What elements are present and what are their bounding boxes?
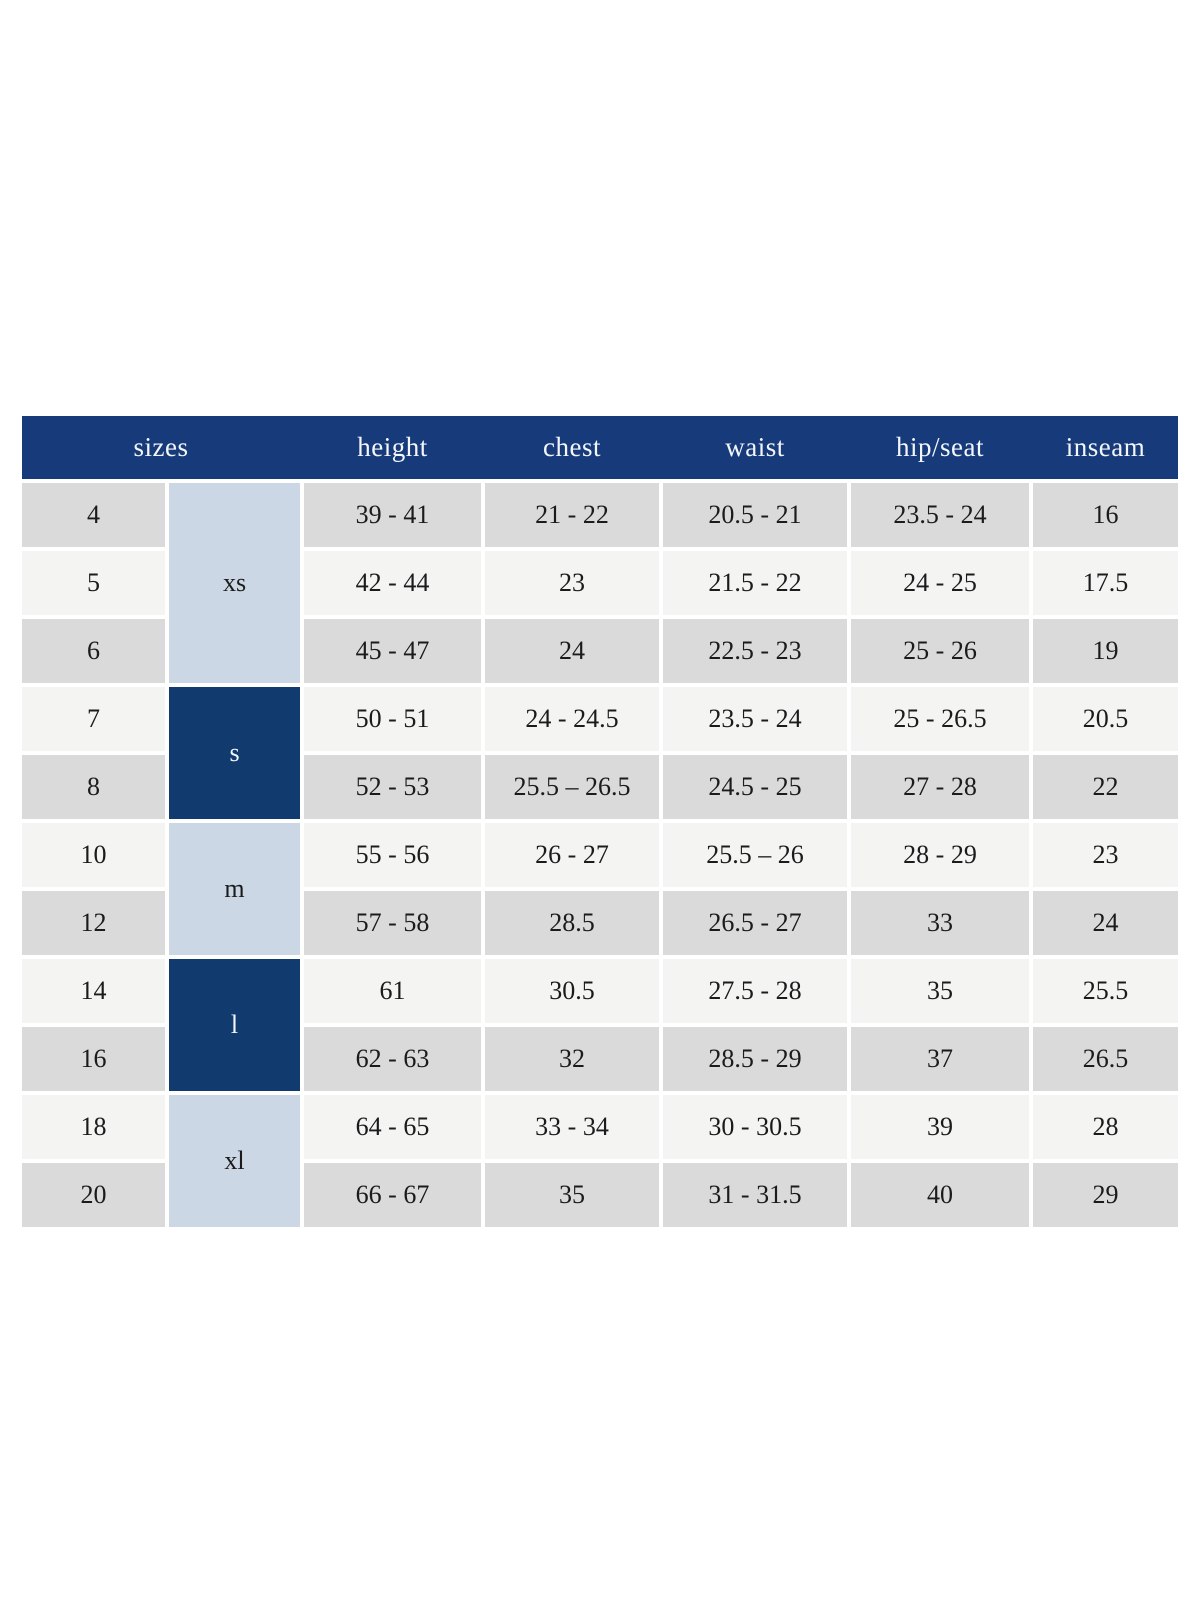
size-cell: 10 <box>22 823 165 887</box>
waist-cell: 24.5 - 25 <box>663 755 847 819</box>
height-cell: 57 - 58 <box>304 891 481 955</box>
size-cell: 4 <box>22 483 165 547</box>
inseam-cell: 23 <box>1033 823 1178 887</box>
inseam-cell: 16 <box>1033 483 1178 547</box>
header-cell-waist: waist <box>725 432 785 462</box>
hip-seat-cell: 37 <box>851 1027 1029 1091</box>
size-chart-table: sizes height chest waist hip/seat inseam… <box>22 416 1178 1227</box>
chest-cell: 24 - 24.5 <box>485 687 659 751</box>
chest-cell: 32 <box>485 1027 659 1091</box>
hip-seat-cell: 40 <box>851 1163 1029 1227</box>
waist-cell: 31 - 31.5 <box>663 1163 847 1227</box>
chest-cell: 35 <box>485 1163 659 1227</box>
inseam-cell: 17.5 <box>1033 551 1178 615</box>
height-cell: 61 <box>304 959 481 1023</box>
waist-cell: 20.5 - 21 <box>663 483 847 547</box>
header-cell-chest: chest <box>543 432 601 462</box>
header-cell-inseam: inseam <box>1065 432 1146 462</box>
table-body: 4 39 - 41 21 - 22 20.5 - 21 23.5 - 24 16 5 42 -… <box>22 483 1178 1227</box>
inseam-cell: 29 <box>1033 1163 1178 1227</box>
inseam-cell: 25.5 <box>1033 959 1178 1023</box>
inseam-cell: 28 <box>1033 1095 1178 1159</box>
height-cell: 45 - 47 <box>304 619 481 683</box>
size-cell: 12 <box>22 891 165 955</box>
size-group-cell-s: s <box>169 687 300 819</box>
waist-cell: 25.5 – 26 <box>663 823 847 887</box>
height-cell: 66 - 67 <box>304 1163 481 1227</box>
size-cell: 8 <box>22 755 165 819</box>
chest-cell: 28.5 <box>485 891 659 955</box>
height-cell: 52 - 53 <box>304 755 481 819</box>
chest-cell: 25.5 – 26.5 <box>485 755 659 819</box>
size-cell: 5 <box>22 551 165 615</box>
hip-seat-cell: 28 - 29 <box>851 823 1029 887</box>
inseam-cell: 20.5 <box>1033 687 1178 751</box>
size-cell: 7 <box>22 687 165 751</box>
chest-cell: 21 - 22 <box>485 483 659 547</box>
size-group-cell-xs: xs <box>169 483 300 683</box>
chest-cell: 26 - 27 <box>485 823 659 887</box>
height-cell: 50 - 51 <box>304 687 481 751</box>
inseam-cell: 19 <box>1033 619 1178 683</box>
size-cell: 20 <box>22 1163 165 1227</box>
height-cell: 39 - 41 <box>304 483 481 547</box>
inseam-cell: 26.5 <box>1033 1027 1178 1091</box>
hip-seat-cell: 39 <box>851 1095 1029 1159</box>
table-header-row: sizes height chest waist hip/seat inseam <box>22 416 1178 479</box>
size-cell: 6 <box>22 619 165 683</box>
height-cell: 64 - 65 <box>304 1095 481 1159</box>
size-cell: 14 <box>22 959 165 1023</box>
size-cell: 16 <box>22 1027 165 1091</box>
inseam-cell: 24 <box>1033 891 1178 955</box>
height-cell: 62 - 63 <box>304 1027 481 1091</box>
waist-cell: 23.5 - 24 <box>663 687 847 751</box>
hip-seat-cell: 33 <box>851 891 1029 955</box>
chest-cell: 33 - 34 <box>485 1095 659 1159</box>
size-group-cell-l: l <box>169 959 300 1091</box>
hip-seat-cell: 25 - 26 <box>851 619 1029 683</box>
chest-cell: 24 <box>485 619 659 683</box>
header-cell-sizes: sizes <box>133 432 189 462</box>
waist-cell: 21.5 - 22 <box>663 551 847 615</box>
hip-seat-cell: 23.5 - 24 <box>851 483 1029 547</box>
size-group-cell-m: m <box>169 823 300 955</box>
waist-cell: 28.5 - 29 <box>663 1027 847 1091</box>
header-cell-hip-seat: hip/seat <box>896 432 984 462</box>
hip-seat-cell: 27 - 28 <box>851 755 1029 819</box>
header-cell-height: height <box>357 432 428 462</box>
waist-cell: 27.5 - 28 <box>663 959 847 1023</box>
height-cell: 55 - 56 <box>304 823 481 887</box>
waist-cell: 22.5 - 23 <box>663 619 847 683</box>
hip-seat-cell: 25 - 26.5 <box>851 687 1029 751</box>
size-group-cell-xl: xl <box>169 1095 300 1227</box>
hip-seat-cell: 35 <box>851 959 1029 1023</box>
chest-cell: 23 <box>485 551 659 615</box>
hip-seat-cell: 24 - 25 <box>851 551 1029 615</box>
waist-cell: 26.5 - 27 <box>663 891 847 955</box>
waist-cell: 30 - 30.5 <box>663 1095 847 1159</box>
inseam-cell: 22 <box>1033 755 1178 819</box>
height-cell: 42 - 44 <box>304 551 481 615</box>
size-cell: 18 <box>22 1095 165 1159</box>
chest-cell: 30.5 <box>485 959 659 1023</box>
